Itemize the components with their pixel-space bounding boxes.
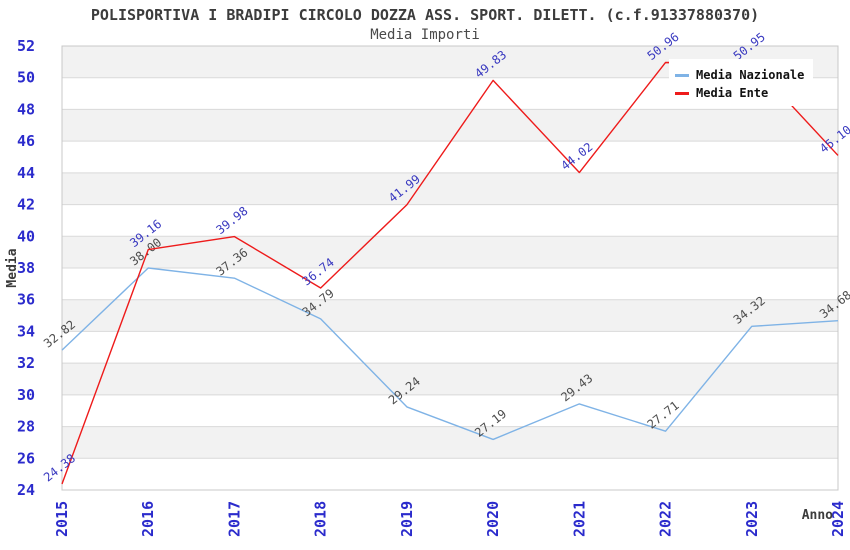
- x-tick-label: 2024: [829, 501, 847, 537]
- grid-band: [62, 236, 838, 268]
- legend-item-media-nazionale: Media Nazionale: [675, 66, 813, 84]
- grid-band: [62, 204, 838, 237]
- y-tick-label: 48: [17, 100, 35, 118]
- y-tick-label: 24: [17, 481, 35, 499]
- y-tick-label: 46: [17, 132, 35, 150]
- grid-band: [62, 363, 838, 395]
- grid-band: [62, 172, 838, 205]
- y-tick-label: 40: [17, 227, 35, 245]
- legend-swatch-nazionale-icon: [675, 73, 689, 77]
- x-tick-label: 2016: [139, 501, 157, 537]
- x-tick-label: 2020: [484, 501, 502, 537]
- x-tick-label: 2017: [225, 501, 243, 537]
- x-tick-label: 2021: [570, 501, 588, 537]
- x-axis-title: Anno: [802, 508, 833, 523]
- grid-band: [62, 458, 838, 490]
- grid-band: [62, 109, 838, 142]
- legend-swatch-ente-icon: [675, 91, 689, 95]
- grid-band: [62, 394, 838, 427]
- y-tick-label: 28: [17, 418, 35, 436]
- legend-label-ente: Media Ente: [696, 86, 769, 100]
- y-tick-label: 34: [17, 322, 35, 340]
- x-tick-label: 2018: [312, 501, 330, 537]
- legend: Media Nazionale Media Ente: [669, 59, 813, 106]
- y-tick-label: 26: [17, 449, 35, 467]
- grid-band: [62, 141, 838, 173]
- y-tick-label: 52: [17, 37, 35, 55]
- y-tick-label: 50: [17, 69, 35, 87]
- x-tick-label: 2015: [53, 501, 71, 537]
- y-axis-title: Media: [5, 248, 20, 287]
- x-tick-label: 2019: [398, 501, 416, 537]
- grid-band: [62, 268, 838, 300]
- plot-border: [61, 45, 839, 491]
- chart-subtitle: Media Importi: [370, 27, 480, 43]
- x-tick-label: 2023: [743, 501, 761, 537]
- grid-band: [62, 331, 838, 364]
- legend-label-nazionale: Media Nazionale: [696, 68, 805, 82]
- chart-title: POLISPORTIVA I BRADIPI CIRCOLO DOZZA ASS…: [90, 6, 760, 24]
- y-tick-label: 30: [17, 386, 35, 404]
- y-tick-label: 36: [17, 291, 35, 309]
- grid-band: [62, 426, 838, 459]
- legend-item-media-ente: Media Ente: [675, 84, 813, 102]
- series-line-media-nazionale: [61, 267, 839, 441]
- y-tick-label: 42: [17, 196, 35, 214]
- grid-band: [62, 299, 838, 332]
- y-tick-label: 32: [17, 354, 35, 372]
- x-tick-label: 2022: [657, 501, 675, 537]
- y-tick-label: 44: [17, 164, 35, 182]
- y-tick-label: 38: [17, 259, 35, 277]
